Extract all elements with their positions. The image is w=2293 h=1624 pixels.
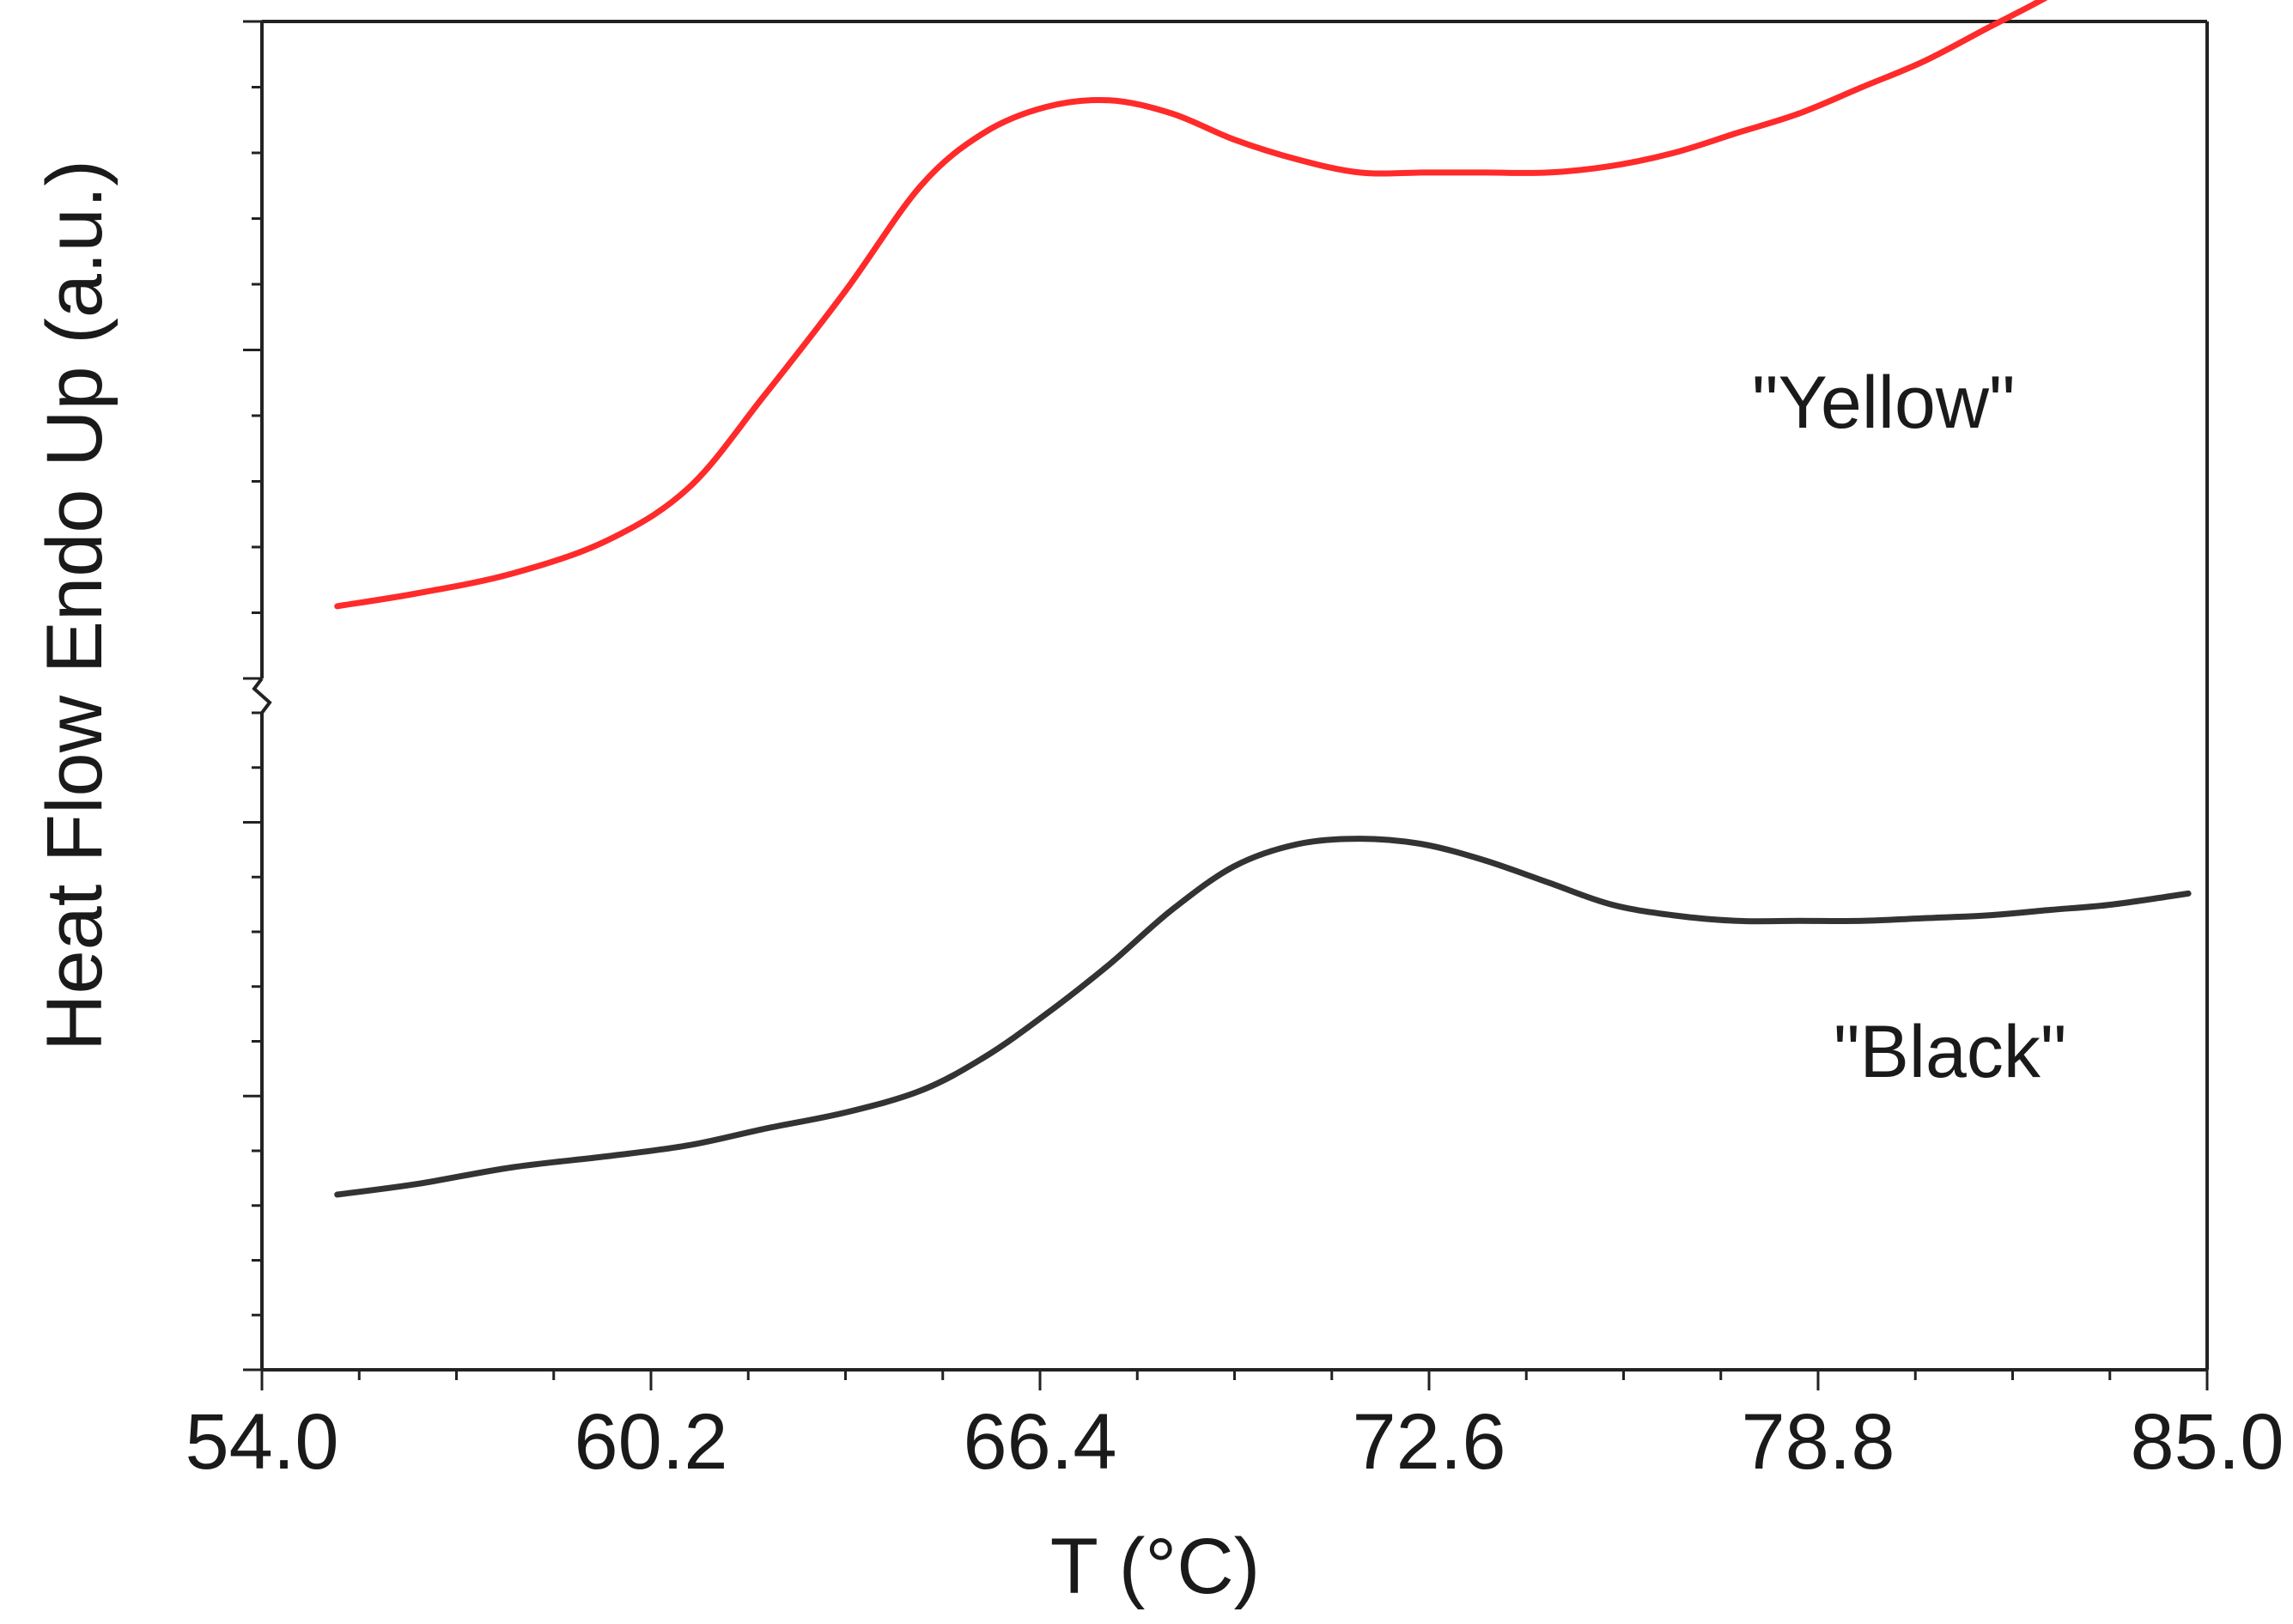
x-tick-label: 78.8: [1741, 1398, 1895, 1486]
series-line-yellow: [334, 0, 2048, 610]
y-axis-title: Heat Flow Endo Up (a.u.): [31, 160, 119, 1051]
x-axis-title: T (°C): [1050, 1523, 1261, 1610]
axis-break-mark: [252, 677, 272, 715]
x-tick-label: 60.2: [574, 1398, 727, 1486]
series-group: [334, 0, 2192, 1198]
x-tick-label: 72.6: [1352, 1398, 1505, 1486]
series-line-black: [334, 836, 2192, 1198]
x-tick-label: 85.0: [2130, 1398, 2284, 1486]
y-ticks: [243, 20, 262, 1372]
x-tick-label: 54.0: [185, 1398, 338, 1486]
series-label-black: "Black": [1834, 1011, 2066, 1093]
plot-frame: [252, 20, 2209, 1372]
x-tick-label: 66.4: [963, 1398, 1116, 1486]
x-ticks: 54.0 60.2 66.4 72.6 78.8 85.0: [185, 1370, 2284, 1486]
series-label-yellow: "Yellow": [1752, 362, 2016, 444]
